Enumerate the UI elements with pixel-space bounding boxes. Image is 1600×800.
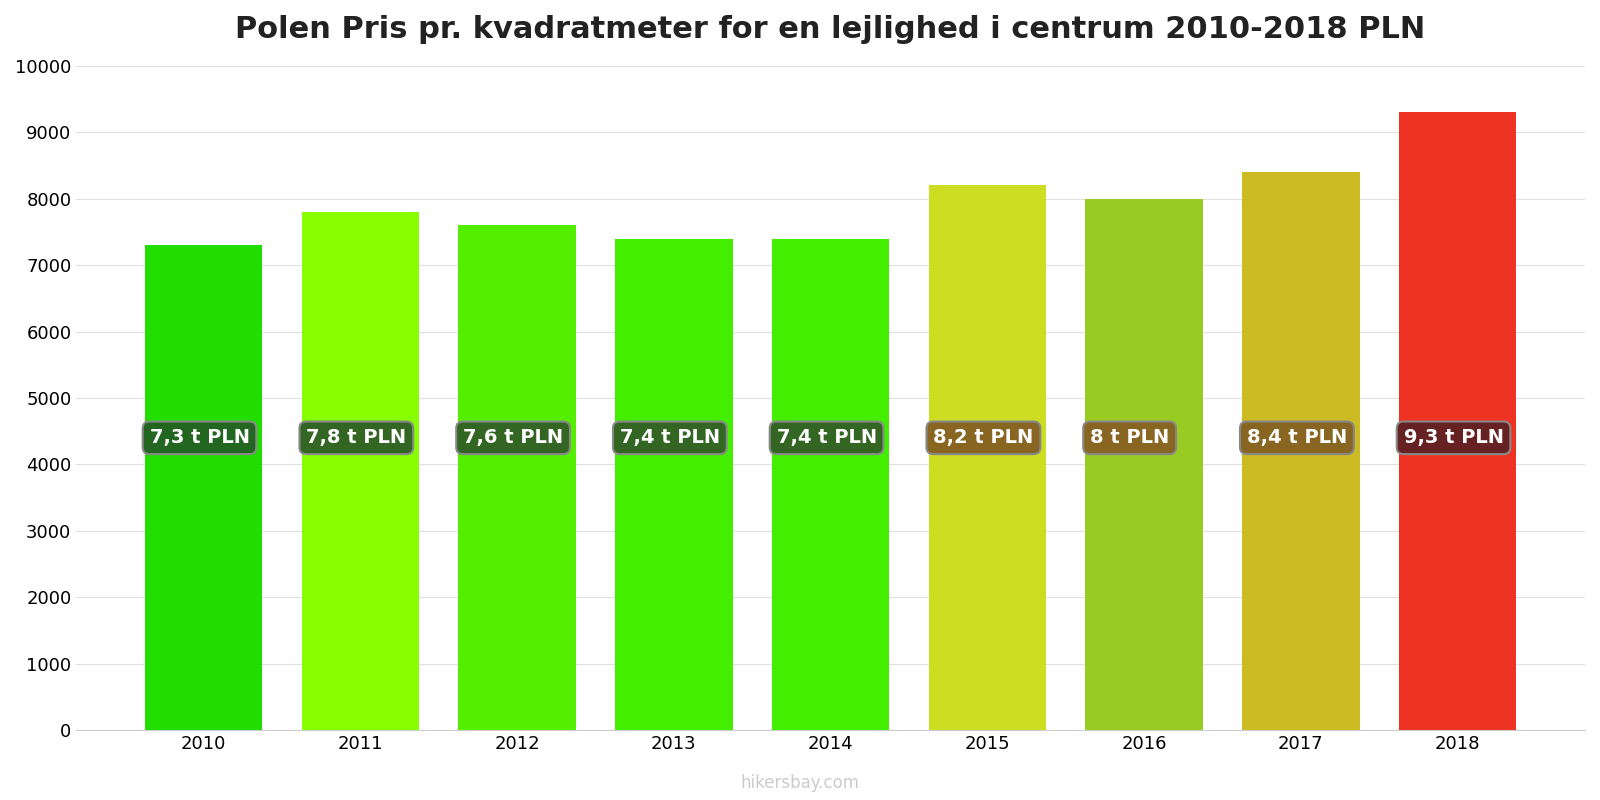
Text: hikersbay.com: hikersbay.com: [741, 774, 859, 792]
Bar: [928, 186, 1046, 730]
Bar: [1085, 198, 1203, 730]
Text: 8 t PLN: 8 t PLN: [1090, 428, 1170, 447]
Text: 8,4 t PLN: 8,4 t PLN: [1246, 428, 1347, 447]
Bar: [1242, 172, 1360, 730]
Bar: [146, 245, 262, 730]
Text: 7,8 t PLN: 7,8 t PLN: [306, 428, 406, 447]
Title: Polen Pris pr. kvadratmeter for en lejlighed i centrum 2010-2018 PLN: Polen Pris pr. kvadratmeter for en lejli…: [235, 15, 1426, 44]
Text: 7,6 t PLN: 7,6 t PLN: [462, 428, 563, 447]
Bar: [458, 226, 576, 730]
Text: 7,4 t PLN: 7,4 t PLN: [619, 428, 720, 447]
Bar: [771, 238, 890, 730]
Bar: [614, 238, 733, 730]
Bar: [1398, 112, 1517, 730]
Text: 7,4 t PLN: 7,4 t PLN: [776, 428, 877, 447]
Bar: [301, 212, 419, 730]
Text: 7,3 t PLN: 7,3 t PLN: [149, 428, 250, 447]
Text: 8,2 t PLN: 8,2 t PLN: [933, 428, 1034, 447]
Text: 9,3 t PLN: 9,3 t PLN: [1403, 428, 1504, 447]
